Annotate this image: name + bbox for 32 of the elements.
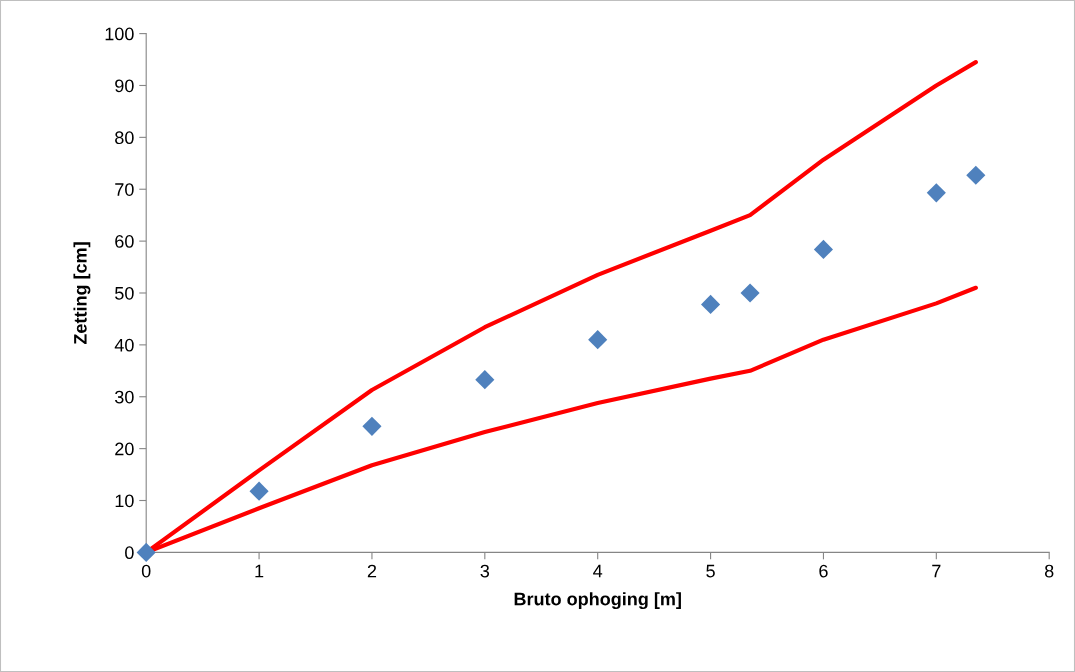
y-tick-label: 0 — [125, 546, 134, 560]
y-tick-label: 70 — [115, 183, 134, 196]
point — [740, 283, 760, 303]
y-tick-label: 20 — [115, 442, 134, 456]
point — [475, 370, 495, 390]
x-tick-label: 1 — [255, 564, 264, 578]
y-tick-label: 80 — [115, 131, 134, 145]
y-tick-label: 30 — [115, 390, 134, 404]
x-tick-label: 4 — [593, 564, 603, 578]
y-tick-label: 60 — [115, 235, 134, 248]
point — [966, 165, 986, 185]
x-tick-label: 6 — [819, 564, 828, 578]
x-tick-label: 7 — [932, 564, 941, 578]
point — [588, 330, 608, 350]
x-tick-label: 8 — [1044, 564, 1054, 578]
point — [926, 183, 946, 203]
point — [701, 294, 721, 314]
x-tick-label: 3 — [480, 564, 490, 578]
y-tick-label: 10 — [115, 494, 134, 508]
y-tick-label: 90 — [115, 79, 134, 93]
x-axis-title: Bruto ophoging [m] — [514, 592, 681, 610]
x-tick-label: 0 — [141, 564, 151, 578]
x-tick-label: 2 — [367, 564, 377, 578]
point — [249, 481, 269, 501]
y-tick-label: 50 — [115, 286, 134, 300]
y-axis-title: Zetting [cm] — [73, 242, 91, 345]
point — [136, 542, 156, 562]
point — [813, 239, 834, 259]
x-tick-label: 5 — [706, 564, 715, 578]
y-tick-label: 100 — [105, 27, 134, 41]
point — [362, 416, 382, 436]
y-tick-label: 40 — [114, 338, 134, 352]
